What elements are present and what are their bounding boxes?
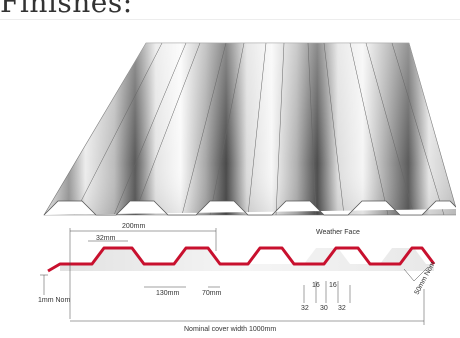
label-depth: 1mm Nom: [38, 297, 70, 304]
label-rib-b: 16: [329, 282, 337, 289]
label-trough: 130mm: [156, 290, 180, 297]
heading-divider: [0, 19, 460, 20]
page-heading: Finishes:: [0, 0, 133, 19]
label-pitch: 200mm: [122, 223, 146, 230]
sheet-bottom-edge: [43, 200, 456, 216]
section-shading: [60, 248, 434, 271]
sheet-highlight: [44, 43, 456, 215]
label-edge-a: 32: [301, 305, 309, 312]
sheet-rib-lines: [73, 42, 445, 216]
roof-sheet-diagram: 200mm 32mm 1mm Nom 130mm 70mm 16 16 32 3…: [38, 42, 456, 333]
section-profile: [47, 246, 436, 273]
label-rib-a: 16: [312, 282, 320, 289]
cross-section: 200mm 32mm 1mm Nom 130mm 70mm 16 16 32 3…: [38, 223, 437, 333]
label-edge-b: 32: [338, 305, 346, 312]
label-rib-base: 70mm: [202, 290, 222, 297]
sheet-perspective: [43, 42, 456, 216]
label-cover-width: Nominal cover width 1000mm: [184, 326, 276, 333]
label-gap: 30: [320, 305, 328, 312]
label-weather-face: Weather Face: [316, 229, 360, 236]
label-crest: 32mm: [96, 235, 116, 242]
dimension-lines: [40, 228, 429, 325]
roof-sheet-figure: 200mm 32mm 1mm Nom 130mm 70mm 16 16 32 3…: [4, 19, 456, 338]
